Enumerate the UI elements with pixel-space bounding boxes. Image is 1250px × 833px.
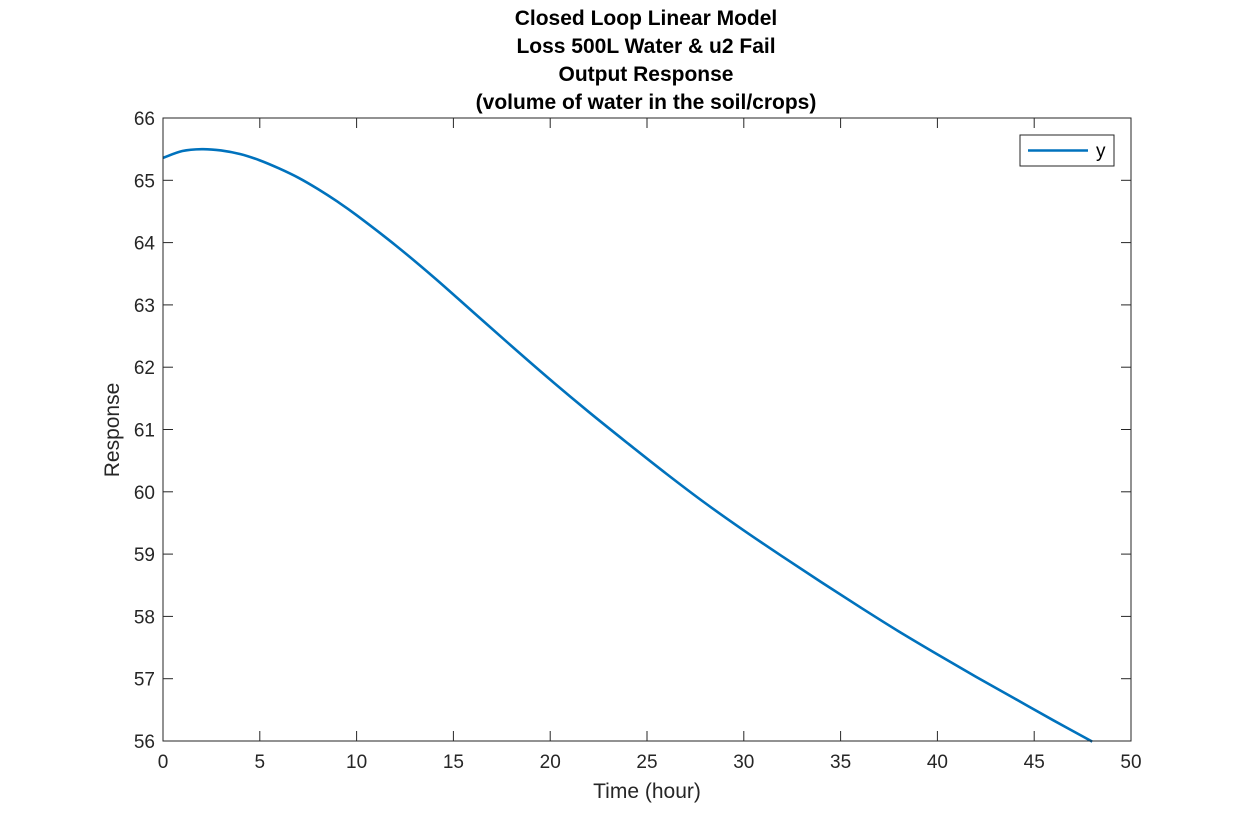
y-tick-label-9: 65: [134, 171, 155, 192]
x-tick-label-1: 5: [255, 752, 266, 773]
series-line-y: [162, 147, 1093, 743]
legend-label-y: y: [1096, 141, 1106, 162]
title-line-1: Closed Loop Linear Model: [515, 7, 778, 30]
x-tick-label-10: 50: [1120, 752, 1141, 773]
y-tick-label-8: 64: [134, 234, 156, 255]
title-line-2: Loss 500L Water & u2 Fail: [516, 35, 775, 58]
y-tick-label-10: 66: [134, 109, 155, 130]
y-tick-label-2: 58: [134, 607, 155, 628]
x-tick-label-8: 40: [927, 752, 948, 773]
title-line-4: (volume of water in the soil/crops): [476, 91, 817, 114]
x-tick-label-2: 10: [346, 752, 367, 773]
series-group: [162, 147, 1093, 743]
x-axis: 0 5 10 15 20 25 30 35 40 45 50: [158, 118, 1142, 773]
x-tick-label-5: 25: [636, 752, 657, 773]
x-tick-label-6: 30: [733, 752, 754, 773]
legend: y: [1019, 134, 1115, 167]
title-line-3: Output Response: [558, 63, 733, 86]
x-axis-label: Time (hour): [593, 780, 701, 803]
plot-area: [163, 118, 1131, 741]
y-tick-label-0: 56: [134, 732, 155, 753]
x-tick-label-7: 35: [830, 752, 851, 773]
chart-title: Closed Loop Linear Model Loss 500L Water…: [476, 7, 817, 114]
y-tick-label-5: 61: [134, 421, 155, 442]
x-tick-label-0: 0: [158, 752, 169, 773]
y-tick-label-3: 59: [134, 545, 155, 566]
y-tick-label-6: 62: [134, 358, 155, 379]
y-tick-label-7: 63: [134, 296, 155, 317]
x-tick-label-4: 20: [540, 752, 561, 773]
x-tick-label-9: 45: [1024, 752, 1045, 773]
x-tick-label-3: 15: [443, 752, 464, 773]
plot-frame: [162, 117, 1132, 742]
y-tick-label-1: 57: [134, 670, 155, 691]
y-tick-label-4: 60: [134, 483, 155, 504]
y-axis-label: Response: [101, 383, 124, 478]
